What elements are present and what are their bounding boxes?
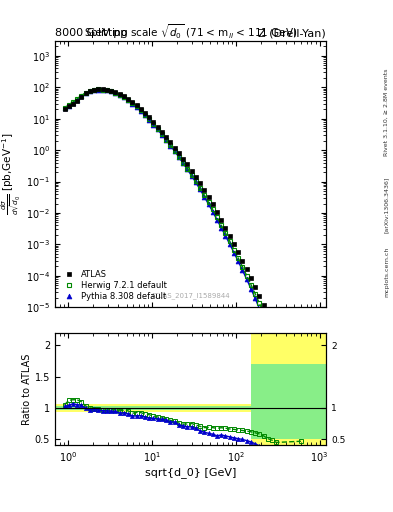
X-axis label: sqrt{d_0} [GeV]: sqrt{d_0} [GeV]	[145, 467, 236, 478]
Pythia 8.308 default	[299, 389, 303, 395]
Y-axis label: $\frac{d\sigma}{d\sqrt{d_0}}$ [pb,GeV$^{-1}$]: $\frac{d\sigma}{d\sqrt{d_0}}$ [pb,GeV$^{…	[0, 133, 23, 216]
ATLAS	[198, 180, 202, 186]
Herwig 7.2.1 default	[79, 93, 84, 99]
Pythia 8.308 default	[206, 201, 211, 207]
ATLAS	[266, 311, 270, 317]
Text: mcplots.cern.ch: mcplots.cern.ch	[384, 246, 389, 296]
ATLAS	[143, 110, 147, 116]
Text: ATLAS_2017_I1589844: ATLAS_2017_I1589844	[151, 292, 230, 299]
Pythia 8.308 default	[168, 142, 173, 148]
Line: Herwig 7.2.1 default: Herwig 7.2.1 default	[62, 87, 303, 379]
Pythia 8.308 default	[79, 93, 84, 99]
Herwig 7.2.1 default	[96, 87, 101, 93]
Herwig 7.2.1 default	[266, 321, 270, 327]
Pythia 8.308 default	[143, 112, 147, 118]
Herwig 7.2.1 default	[299, 373, 303, 379]
Herwig 7.2.1 default	[143, 112, 147, 118]
Herwig 7.2.1 default	[62, 105, 67, 111]
Pythia 8.308 default	[266, 328, 270, 334]
ATLAS	[62, 105, 67, 112]
Line: Pythia 8.308 default: Pythia 8.308 default	[62, 87, 303, 394]
ATLAS	[79, 94, 84, 100]
Pythia 8.308 default	[96, 87, 101, 93]
Herwig 7.2.1 default	[168, 142, 173, 148]
Y-axis label: Ratio to ATLAS: Ratio to ATLAS	[22, 353, 32, 425]
ATLAS	[96, 86, 101, 92]
Title: Splitting scale $\sqrt{d_0}$ (71 < m$_{ll}$ < 111 GeV): Splitting scale $\sqrt{d_0}$ (71 < m$_{l…	[84, 22, 298, 41]
Legend: ATLAS, Herwig 7.2.1 default, Pythia 8.308 default: ATLAS, Herwig 7.2.1 default, Pythia 8.30…	[59, 268, 168, 303]
Pythia 8.308 default	[198, 186, 202, 193]
Text: 8000 GeV pp: 8000 GeV pp	[55, 28, 127, 38]
ATLAS	[168, 139, 173, 145]
Herwig 7.2.1 default	[198, 185, 202, 191]
Line: ATLAS: ATLAS	[62, 87, 303, 368]
Text: [arXiv:1306.3436]: [arXiv:1306.3436]	[384, 177, 389, 233]
Herwig 7.2.1 default	[206, 199, 211, 205]
Text: Rivet 3.1.10, ≥ 2.8M events: Rivet 3.1.10, ≥ 2.8M events	[384, 69, 389, 156]
ATLAS	[206, 194, 211, 200]
Pythia 8.308 default	[62, 105, 67, 112]
Text: Z (Drell-Yan): Z (Drell-Yan)	[259, 28, 326, 38]
ATLAS	[299, 363, 303, 369]
